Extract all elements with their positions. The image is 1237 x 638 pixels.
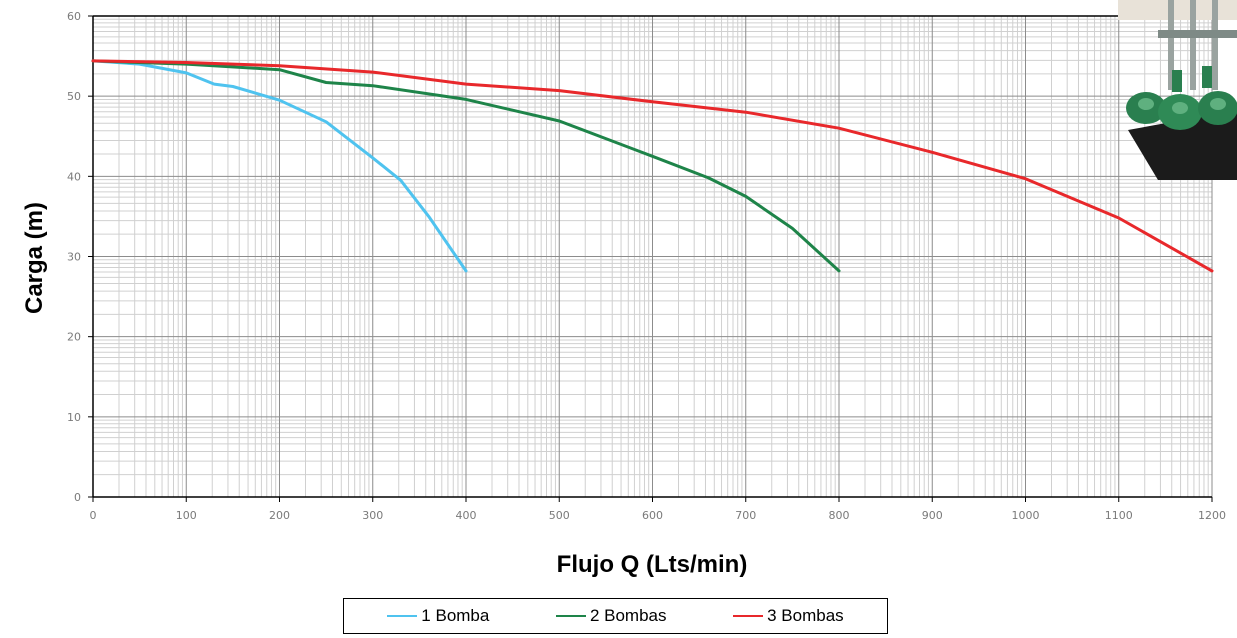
x-tick-label: 300 [362,509,383,522]
series-line-2 [91,59,841,273]
legend-item-2-bombas: 2 Bombas [555,606,667,626]
x-tick-label: 600 [642,509,663,522]
legend-label-1-bomba: 1 Bomba [421,606,490,625]
x-tick-label: 400 [456,509,477,522]
x-tick-label: 1100 [1105,509,1133,522]
x-tick-label: 100 [176,509,197,522]
y-tick-label: 40 [67,170,81,183]
series-lines [91,59,1214,273]
legend-item-1-bomba: 1 Bomba [387,606,489,626]
x-tick-label: 200 [269,509,290,522]
y-tick-label: 30 [67,251,81,264]
legend-item-3-bombas: 3 Bombas [733,606,844,626]
legend-label-2-bombas: 2 Bombas [589,606,667,625]
legend-swatch-2-bombas [555,615,586,617]
y-tick-labels: 0 10 20 30 40 50 60 [67,10,81,504]
y-tick-label: 10 [67,411,81,424]
pump-curve-chart: 0 100 200 300 400 500 600 700 800 900 1000 1100 1200… [21,10,1227,578]
series-line-3 [91,59,1214,273]
y-axis-title: Carga (m) [21,202,48,314]
y-tick-label: 60 [67,10,81,23]
x-tick-label: 500 [549,509,570,522]
x-axis-title: Flujo Q (Lts/min) [557,551,748,578]
x-tick-label: 800 [829,509,850,522]
legend-label-3-bombas: 3 Bombas [767,606,844,625]
x-tick-label: 700 [735,509,756,522]
y-tick-label: 0 [74,491,81,504]
pump-station-photo [1118,0,1237,180]
x-tick-label: 1200 [1198,509,1226,522]
y-tick-label: 20 [67,331,81,344]
x-tick-label: 0 [90,509,97,522]
legend-swatch-3-bombas [733,615,764,617]
x-tick-label: 1000 [1012,509,1040,522]
x-tick-label: 900 [922,509,943,522]
series-line-1 [91,59,468,273]
y-tick-label: 50 [67,90,81,103]
legend-swatch-1-bomba [387,615,418,617]
x-tick-labels: 0 100 200 300 400 500 600 700 800 900 1000 1100 1200 [90,509,1227,522]
major-gridlines [88,15,1213,502]
chart-legend: 1 Bomba 2 Bombas 3 Bombas [343,598,888,634]
